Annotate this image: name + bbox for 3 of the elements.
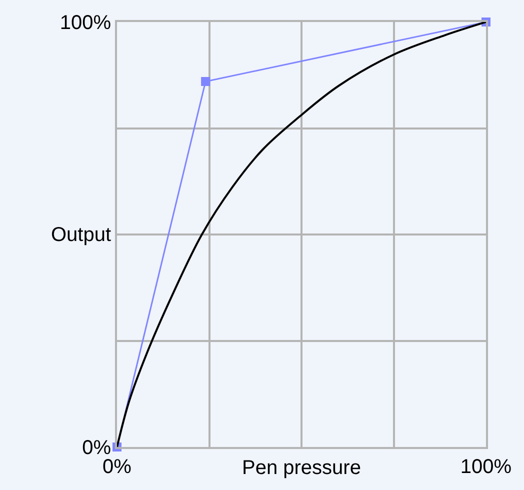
point bbox=[201, 77, 210, 86]
x-axis-title: Pen pressure bbox=[242, 457, 361, 479]
y-axis-title: Output bbox=[51, 224, 112, 246]
